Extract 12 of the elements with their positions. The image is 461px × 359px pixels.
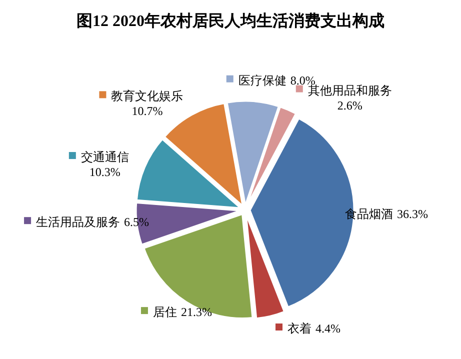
chart-title: 图12 2020年农村居民人均生活消费支出构成 xyxy=(76,12,384,30)
legend-label: 交通通信 xyxy=(80,150,129,164)
data-label: 2.6% xyxy=(337,98,362,112)
data-label: 21.3% xyxy=(180,305,212,320)
legend-label: 居住 xyxy=(152,305,177,320)
legend-label: 衣着 xyxy=(287,322,312,336)
data-label: 10.7% xyxy=(132,104,163,118)
legend-label: 教育文化娱乐 xyxy=(111,89,184,104)
legend-label: 生活用品及服务 xyxy=(36,215,120,230)
data-label: 4.4% xyxy=(315,322,340,336)
legend-label: 医疗保健 xyxy=(238,73,286,88)
data-label: 10.3% xyxy=(89,165,120,180)
